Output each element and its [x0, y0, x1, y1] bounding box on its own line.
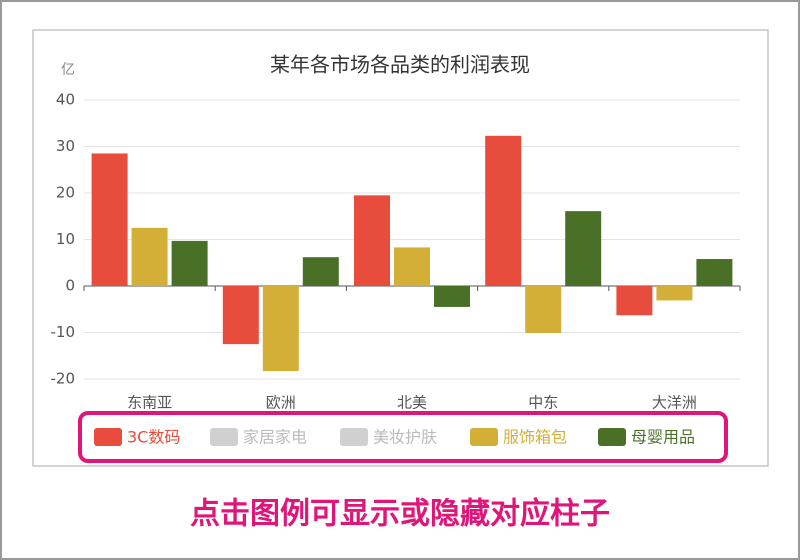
y-tick-label: 0 [65, 277, 75, 295]
bar [394, 247, 430, 286]
legend-swatch[interactable] [94, 428, 122, 446]
bar [222, 286, 259, 345]
x-tick-label: 北美 [397, 394, 427, 412]
bar [171, 240, 208, 286]
bar [262, 286, 299, 372]
caption: 点击图例可显示或隐藏对应柱子 [190, 497, 610, 532]
legend-label[interactable]: 母婴用品 [631, 428, 695, 447]
bar [616, 286, 653, 316]
x-tick-label: 中东 [528, 394, 558, 412]
bar [91, 153, 128, 286]
legend-swatch[interactable] [210, 428, 238, 446]
bar [565, 211, 602, 286]
y-tick-label: 30 [56, 137, 75, 155]
legend-label[interactable]: 家居家电 [243, 428, 307, 447]
legend-swatch[interactable] [340, 428, 368, 446]
legend-label[interactable]: 3C数码 [127, 428, 180, 447]
bar [485, 135, 522, 286]
y-tick-label: -10 [51, 323, 76, 341]
bar [696, 259, 733, 286]
x-tick-label: 大洋洲 [652, 394, 697, 412]
x-tick-label: 欧洲 [266, 394, 296, 412]
x-tick-label: 东南亚 [127, 394, 172, 412]
y-unit: 亿 [61, 62, 75, 78]
legend-swatch[interactable] [598, 428, 626, 446]
bar [525, 286, 562, 333]
y-tick-label: 40 [56, 91, 75, 109]
bar [656, 286, 693, 301]
bar [131, 227, 168, 286]
bar [302, 257, 339, 286]
y-tick-label: 20 [56, 184, 75, 202]
legend-label[interactable]: 服饰箱包 [503, 428, 567, 447]
legend-label[interactable]: 美妆护肤 [373, 428, 437, 447]
bar [354, 195, 390, 286]
chart-title: 某年各市场各品类的利润表现 [270, 53, 530, 77]
bar [434, 286, 470, 307]
legend-highlight [78, 411, 728, 463]
y-tick-label: 10 [56, 230, 75, 248]
legend-swatch[interactable] [470, 428, 498, 446]
y-tick-label: -20 [51, 370, 76, 388]
